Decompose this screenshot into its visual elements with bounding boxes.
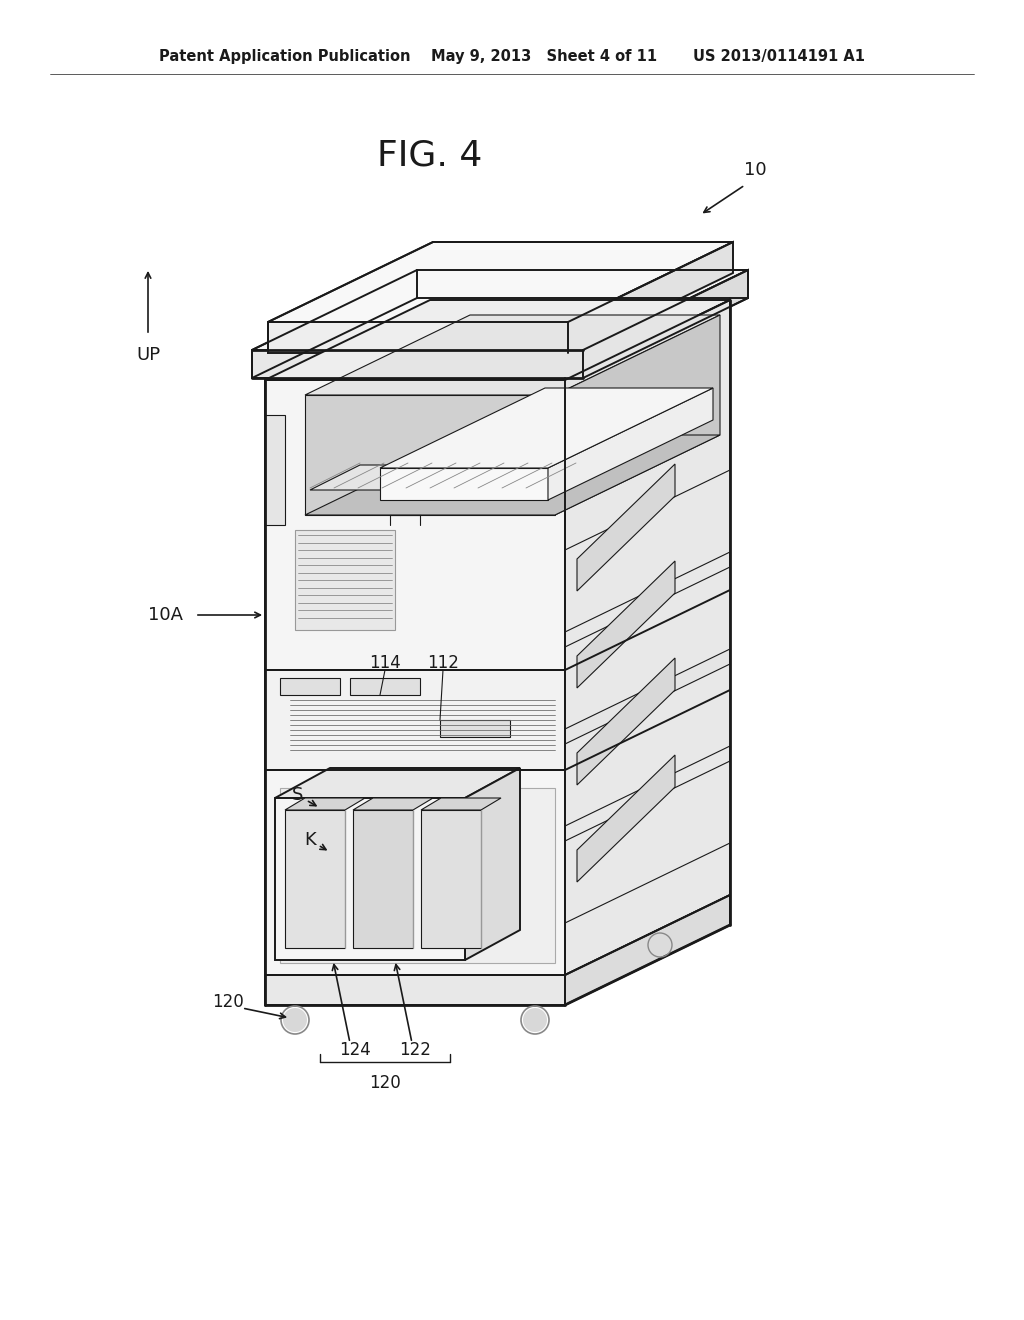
Polygon shape [565, 895, 730, 1005]
Polygon shape [465, 768, 520, 960]
Polygon shape [268, 242, 733, 322]
Polygon shape [577, 755, 675, 882]
Polygon shape [305, 436, 720, 515]
Polygon shape [353, 810, 413, 948]
Polygon shape [421, 810, 481, 948]
Polygon shape [565, 470, 730, 632]
Polygon shape [265, 671, 565, 770]
Polygon shape [280, 678, 340, 696]
Polygon shape [555, 315, 720, 515]
Polygon shape [583, 271, 748, 378]
Polygon shape [577, 657, 675, 785]
Polygon shape [577, 465, 675, 591]
Polygon shape [577, 561, 675, 688]
Polygon shape [265, 975, 565, 1005]
Text: 120: 120 [212, 993, 244, 1011]
Polygon shape [350, 678, 420, 696]
Polygon shape [565, 590, 730, 770]
Text: 114: 114 [369, 653, 400, 672]
Polygon shape [565, 664, 730, 826]
Polygon shape [275, 768, 520, 799]
Polygon shape [265, 414, 285, 525]
Polygon shape [265, 380, 565, 671]
Text: 122: 122 [399, 1041, 431, 1059]
Text: 120: 120 [369, 1074, 400, 1092]
Polygon shape [548, 388, 713, 500]
Polygon shape [565, 300, 730, 671]
Polygon shape [295, 531, 395, 630]
Text: UP: UP [136, 346, 160, 364]
Polygon shape [252, 350, 583, 378]
Text: 112: 112 [427, 653, 459, 672]
Polygon shape [380, 469, 548, 500]
Polygon shape [380, 388, 713, 469]
Polygon shape [268, 322, 568, 352]
Polygon shape [568, 242, 733, 352]
Polygon shape [252, 271, 748, 350]
Polygon shape [565, 568, 730, 729]
Text: 124: 124 [339, 1041, 371, 1059]
Polygon shape [565, 762, 730, 923]
Polygon shape [285, 810, 345, 948]
Text: Patent Application Publication    May 9, 2013   Sheet 4 of 11       US 2013/0114: Patent Application Publication May 9, 20… [159, 49, 865, 65]
Text: K: K [304, 832, 315, 849]
Polygon shape [265, 770, 565, 975]
Polygon shape [310, 465, 598, 490]
Text: 10: 10 [743, 161, 766, 180]
Polygon shape [421, 799, 501, 810]
Polygon shape [280, 788, 555, 964]
Text: S: S [292, 785, 304, 804]
Polygon shape [353, 799, 433, 810]
Text: 10A: 10A [148, 606, 183, 624]
Circle shape [283, 1008, 307, 1032]
Circle shape [523, 1008, 547, 1032]
Polygon shape [265, 300, 730, 380]
Polygon shape [275, 799, 465, 960]
Text: FIG. 4: FIG. 4 [377, 139, 482, 172]
Polygon shape [565, 690, 730, 975]
Polygon shape [305, 315, 720, 395]
Polygon shape [285, 799, 365, 810]
Polygon shape [305, 395, 555, 515]
Polygon shape [440, 719, 510, 737]
